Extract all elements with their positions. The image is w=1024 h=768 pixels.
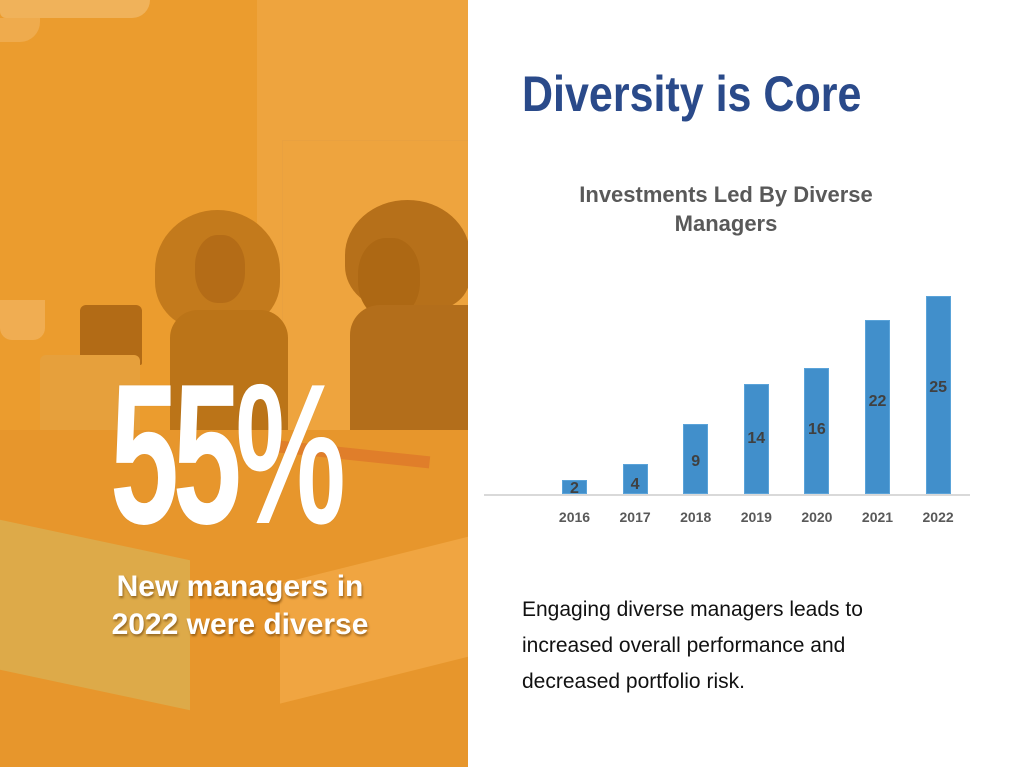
bar-2020 bbox=[804, 368, 830, 494]
bar-chart: 2 2016 4 2017 9 2018 14 2019 16 2020 22 2021 25 2022 bbox=[484, 280, 970, 530]
bar-2017 bbox=[622, 464, 648, 494]
photo-panel: 55% New managers in 2022 were diverse bbox=[0, 0, 468, 767]
photo-person-1-body bbox=[170, 310, 288, 440]
photo-lamp bbox=[0, 0, 150, 18]
body-text-line-2: increased overall performance and bbox=[522, 634, 846, 657]
bar-2019 bbox=[743, 384, 769, 494]
x-tick-label: 2018 bbox=[680, 509, 712, 525]
x-tick-label: 2017 bbox=[619, 509, 651, 525]
bar-value-label: 25 bbox=[929, 379, 947, 396]
x-tick-label: 2020 bbox=[801, 509, 833, 525]
chart-title-line-1: Investments Led By Diverse bbox=[579, 182, 873, 207]
bar-value-label: 4 bbox=[630, 476, 640, 493]
chart-title: Investments Led By Diverse Managers bbox=[540, 180, 912, 238]
body-text: Engaging diverse managers leads to incre… bbox=[522, 592, 942, 700]
x-tick-label: 2019 bbox=[740, 509, 772, 525]
bar-2022 bbox=[925, 296, 951, 494]
bar-2021 bbox=[865, 320, 890, 494]
body-text-line-3: decreased portfolio risk. bbox=[522, 670, 745, 693]
page-title: Diversity is Core bbox=[522, 66, 862, 122]
bar-value-label: 14 bbox=[747, 430, 766, 447]
stat-caption-line-1: New managers in bbox=[116, 570, 364, 603]
stat-value: 55% bbox=[110, 343, 346, 566]
x-axis-line bbox=[484, 494, 970, 496]
bar-2018 bbox=[683, 424, 709, 494]
x-tick-label: 2022 bbox=[922, 509, 954, 525]
x-tick-label: 2016 bbox=[558, 509, 591, 525]
photo-cup bbox=[0, 300, 45, 340]
photo-laptop bbox=[40, 355, 140, 435]
stat-caption-line-2: 2022 were diverse bbox=[111, 608, 369, 641]
bar-value-label: 16 bbox=[807, 421, 826, 438]
body-text-line-1: Engaging diverse managers leads to bbox=[522, 598, 863, 621]
photo-person-2-face bbox=[358, 238, 420, 318]
x-tick-label: 2021 bbox=[861, 509, 894, 525]
bar-value-label: 2 bbox=[570, 480, 579, 497]
chart-title-line-2: Managers bbox=[674, 211, 778, 236]
bar-value-label: 22 bbox=[868, 393, 887, 410]
stat-caption: New managers in 2022 were diverse bbox=[60, 568, 420, 644]
photo-person-1-face bbox=[195, 235, 245, 303]
bar-2016 bbox=[562, 480, 587, 494]
bar-value-label: 9 bbox=[691, 453, 701, 470]
